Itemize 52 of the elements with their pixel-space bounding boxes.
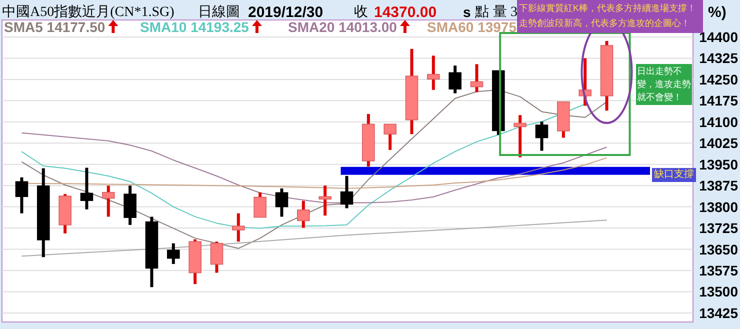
y-tick-label: 13875 [699, 178, 738, 194]
y-tick-label: 13725 [699, 220, 738, 236]
chart-title: 中國A50指數近月(CN*1.SG) [2, 4, 175, 20]
text: SMA10 14193.25 [140, 19, 250, 35]
y-tick-label: 13425 [699, 304, 738, 321]
y-tick-label: 13800 [699, 198, 738, 215]
candlestick [166, 243, 180, 264]
line-series [21, 89, 608, 249]
candlestick [448, 66, 462, 94]
annotation: 14370.00 [374, 4, 437, 21]
candlestick [384, 124, 396, 150]
candlestick [535, 122, 548, 151]
y-tick-label: 14025 [699, 135, 738, 152]
text: SMA60 13975 [427, 19, 517, 35]
candlestick [80, 168, 94, 210]
candlestick [232, 213, 245, 242]
candlestick [124, 186, 136, 225]
y-tick-label: 13575 [699, 262, 738, 278]
text: 下影線實質紅K棒，代表多方持續進場支撐！ [519, 2, 698, 15]
line-series [21, 220, 608, 257]
y-tick-label: 14250 [699, 71, 738, 88]
candlestick [340, 176, 354, 208]
annotation: 量 3 [493, 5, 518, 20]
candlestick [470, 64, 484, 92]
text: SMA20 14013.00 [288, 19, 398, 35]
text: 日出走勢不變，進攻走勢就不會變！ [636, 64, 692, 105]
y-tick-label: 14100 [699, 114, 738, 130]
candlestick [254, 192, 266, 218]
annotation: s [463, 4, 471, 20]
text: %) [708, 4, 726, 21]
annotation: 2019/12/30 [248, 4, 324, 21]
annotation: 日線圖 [198, 4, 240, 20]
y-tick-label: 14325 [699, 50, 738, 66]
y-tick-label: 13500 [699, 284, 738, 300]
band-label: 缺口支撐 [652, 168, 696, 182]
y-tick-label: 13650 [699, 241, 738, 258]
annotation: 點 [474, 4, 489, 20]
candlestick [15, 177, 28, 214]
candlestick [297, 200, 310, 228]
y-tick-label: 14175 [699, 92, 738, 109]
candlestick [210, 242, 224, 273]
candlestick [275, 188, 288, 217]
annotation: 收 [354, 4, 368, 20]
candlestick [514, 115, 526, 158]
text: SMA5 14177.50 [4, 19, 106, 35]
candlestick [427, 56, 440, 90]
y-tick-label: 13950 [699, 156, 738, 172]
annotation: 走勢創波段新高，代表多方進攻的企圖心！ [519, 18, 690, 28]
line-series [21, 104, 586, 229]
candlestick [318, 186, 332, 216]
candlestick [102, 186, 115, 217]
y-tick-label: 14400 [699, 28, 738, 45]
